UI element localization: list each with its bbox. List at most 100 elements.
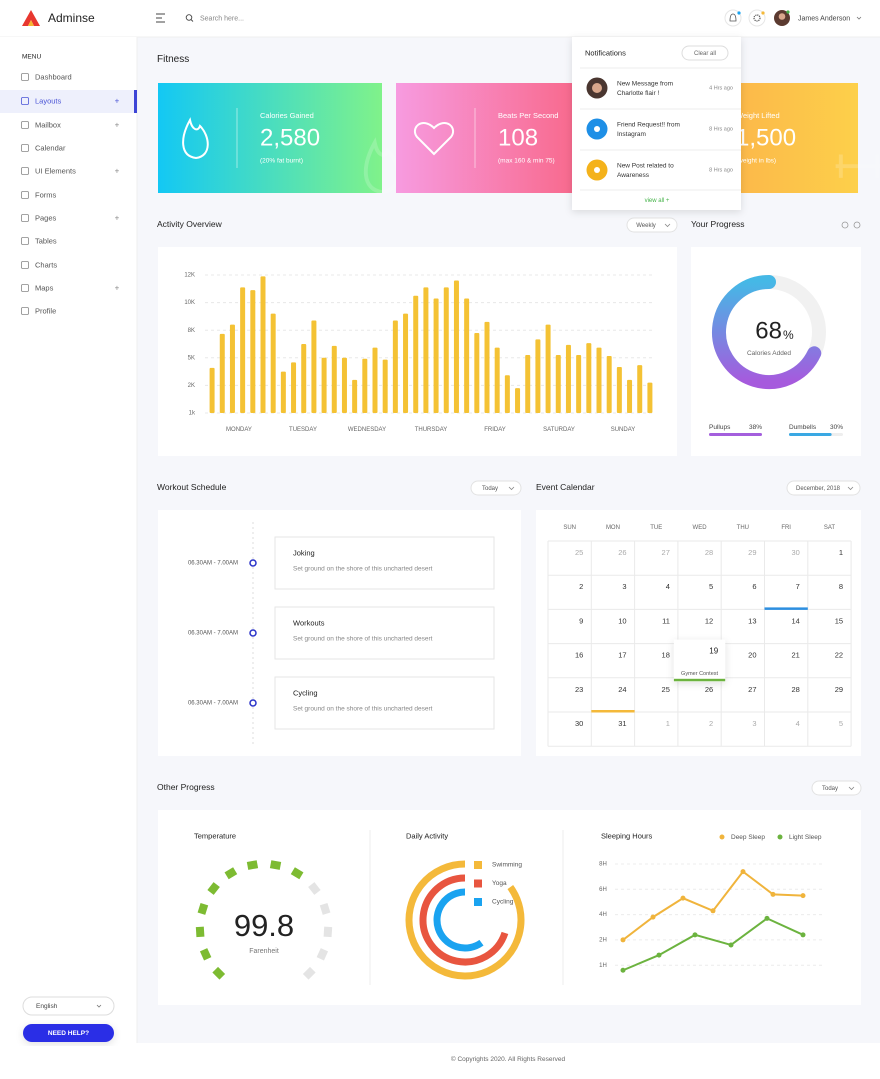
notification-text[interactable]: New Post related to <box>617 163 674 170</box>
calendar-day[interactable]: 28 <box>705 548 713 557</box>
calendar-day[interactable]: 25 <box>662 685 670 694</box>
calendar-day[interactable]: 29 <box>835 685 843 694</box>
calendar-day[interactable]: 24 <box>618 685 626 694</box>
calendar-day[interactable]: 22 <box>835 651 843 660</box>
bar <box>291 362 297 413</box>
calendar-day[interactable]: 4 <box>796 719 800 728</box>
card-value: 108 <box>498 124 538 151</box>
settings-button[interactable] <box>748 9 766 27</box>
calendar-day[interactable]: 8 <box>839 582 843 591</box>
bar <box>423 287 429 413</box>
calendar-day[interactable]: 4 <box>666 582 670 591</box>
calendar-day[interactable]: 13 <box>748 616 756 625</box>
menu-item[interactable]: Charts <box>35 260 57 269</box>
calendar-day[interactable]: 26 <box>618 548 626 557</box>
calendar-day[interactable]: 11 <box>662 616 670 625</box>
bar <box>413 295 419 413</box>
calendar-day[interactable]: 9 <box>579 616 583 625</box>
x-tick-label: FRIDAY <box>484 427 506 433</box>
bar <box>515 388 521 413</box>
event-marker <box>673 678 726 682</box>
calendar-day[interactable]: 29 <box>748 548 756 557</box>
donut-caption: Calories Added <box>747 350 791 357</box>
x-tick-label: SATURDAY <box>543 427 575 433</box>
calendar-day[interactable]: 1 <box>839 548 843 557</box>
user-name: James Anderson <box>798 15 850 22</box>
calendar-day[interactable]: 18 <box>662 651 670 660</box>
filter-pill-text: Today <box>822 786 838 792</box>
menu-item[interactable]: Forms <box>35 190 56 199</box>
notification-title: Notifications <box>585 48 626 57</box>
calendar-day[interactable]: 21 <box>791 651 799 660</box>
calendar-day[interactable]: 27 <box>662 548 670 557</box>
calendar-day[interactable]: 30 <box>575 719 583 728</box>
line-point <box>710 908 716 914</box>
menu-item[interactable]: Calendar <box>35 143 66 152</box>
calendar-day[interactable]: 10 <box>618 616 626 625</box>
calendar-day[interactable]: 20 <box>748 651 756 660</box>
bar <box>362 358 368 413</box>
view-all[interactable]: view all + <box>645 198 670 204</box>
notification-text[interactable]: Friend Request!! from <box>617 122 680 129</box>
calendar-day[interactable]: 3 <box>752 719 756 728</box>
bar <box>331 345 337 413</box>
calendar-day[interactable]: 7 <box>796 582 800 591</box>
workout-desc: Set ground on the shore of this uncharte… <box>293 566 433 573</box>
bar <box>311 320 317 413</box>
menu-item[interactable]: Layouts <box>35 96 62 105</box>
calendar-day[interactable]: 26 <box>705 685 713 694</box>
calendar-day[interactable]: 5 <box>709 582 713 591</box>
y-tick-label: 12K <box>184 273 195 279</box>
notification-text[interactable]: New Message from <box>617 81 673 88</box>
search-input: Search here... <box>200 15 244 22</box>
notification-button[interactable] <box>724 9 742 27</box>
calendar-day[interactable]: 25 <box>575 548 583 557</box>
notification-icon-glyph <box>594 126 600 132</box>
calendar-day[interactable]: 6 <box>752 582 756 591</box>
calendar-day[interactable]: 17 <box>618 651 626 660</box>
online-dot <box>786 10 790 14</box>
bar <box>219 333 225 413</box>
legend-label: Yoga <box>492 880 507 887</box>
menu-item[interactable]: Tables <box>35 236 57 245</box>
calendar-day[interactable]: 15 <box>835 616 843 625</box>
calendar-day[interactable]: 16 <box>575 651 583 660</box>
gauge-segment <box>323 926 333 938</box>
calendar-day[interactable]: 5 <box>839 719 843 728</box>
stat-card <box>158 83 382 193</box>
calendar-day[interactable]: 1 <box>666 719 670 728</box>
panel-icon[interactable] <box>841 221 849 229</box>
menu-item[interactable]: UI Elements <box>35 166 76 175</box>
temperature-unit: Farenheit <box>249 948 279 955</box>
menu-item[interactable]: Maps <box>35 283 54 292</box>
brand: Adminse <box>48 11 95 25</box>
menu-item[interactable]: Dashboard <box>35 72 72 81</box>
menu-item[interactable]: Mailbox <box>35 120 61 129</box>
active-item <box>0 90 137 113</box>
radial-bar <box>419 874 509 966</box>
calendar-day[interactable]: 2 <box>709 719 713 728</box>
notification-text[interactable]: Instagram <box>617 131 646 138</box>
clear-button[interactable] <box>681 45 729 61</box>
section-title: Your Progress <box>691 219 745 229</box>
menu-item[interactable]: Pages <box>35 213 57 222</box>
calendar-day[interactable]: 12 <box>705 616 713 625</box>
calendar-day[interactable]: 31 <box>618 719 626 728</box>
calendar-day[interactable]: 23 <box>575 685 583 694</box>
menu-item[interactable]: Profile <box>35 306 56 315</box>
weekday: TUE <box>650 525 662 531</box>
y-tick-label: 2H <box>599 937 607 943</box>
notification-text[interactable]: Awareness <box>617 172 650 179</box>
y-tick-label: 8K <box>188 328 195 334</box>
calendar-day[interactable]: 28 <box>791 685 799 694</box>
calendar-day[interactable]: 3 <box>622 582 626 591</box>
section-title: Other Progress <box>157 782 215 792</box>
calendar-day[interactable]: 2 <box>579 582 583 591</box>
calendar-day[interactable]: 30 <box>791 548 799 557</box>
notification-text[interactable]: Charlotte flair ! <box>617 90 659 97</box>
panel-icon[interactable] <box>853 221 861 229</box>
help-button[interactable] <box>23 1024 114 1042</box>
calendar-day[interactable]: 27 <box>748 685 756 694</box>
gauge-segment <box>316 948 329 961</box>
calendar-day[interactable]: 14 <box>791 616 799 625</box>
